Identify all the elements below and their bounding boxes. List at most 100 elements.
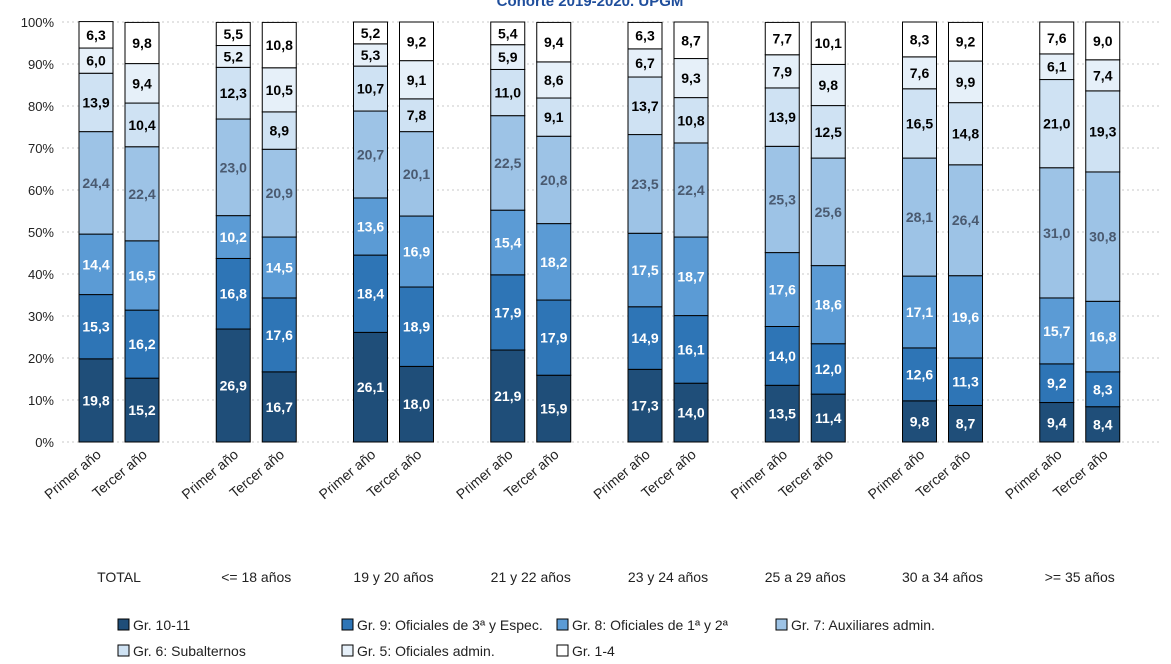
data-label: 10,5	[266, 82, 293, 98]
group-label: 25 a 29 años	[765, 569, 846, 585]
y-tick-label: 90%	[28, 57, 54, 72]
bar-segment	[399, 21, 434, 62]
bar-segment	[261, 297, 297, 373]
bar-segment	[399, 98, 434, 133]
data-label: 20,8	[540, 172, 567, 188]
data-label: 7,4	[1093, 67, 1113, 83]
y-tick-label: 10%	[28, 393, 54, 408]
bar-segment	[1085, 300, 1121, 373]
bar-segment	[1039, 363, 1075, 404]
data-label: 5,9	[498, 49, 518, 65]
data-label: 12,0	[815, 361, 842, 377]
data-label: 14,0	[677, 405, 704, 421]
bar-segment	[399, 215, 434, 288]
data-label: 25,3	[769, 191, 796, 207]
bar-segment	[1085, 90, 1121, 173]
bar-segment	[78, 47, 114, 74]
data-label: 8,3	[1093, 381, 1113, 397]
data-label: 9,8	[819, 77, 839, 93]
data-label: 16,8	[220, 286, 247, 302]
data-label: 5,2	[224, 48, 244, 64]
data-label: 8,6	[544, 72, 564, 88]
data-label: 16,1	[677, 341, 704, 357]
bar-segment	[536, 97, 572, 137]
bar-segment	[810, 157, 846, 267]
bar-segment	[673, 142, 709, 238]
group-label: >= 35 años	[1045, 569, 1115, 585]
bar-segment	[536, 135, 572, 225]
data-label: 18,4	[357, 286, 384, 302]
data-label: 8,9	[270, 123, 290, 139]
data-label: 26,4	[952, 212, 979, 228]
data-label: 26,1	[357, 379, 384, 395]
bar-segment	[1039, 21, 1075, 55]
data-label: 19,8	[82, 392, 109, 408]
data-label: 9,8	[910, 413, 930, 429]
data-label: 30,8	[1089, 229, 1116, 245]
data-label: 28,1	[906, 209, 933, 225]
bar-segment	[78, 21, 114, 49]
bar-segment	[1039, 53, 1075, 81]
bar-segment	[215, 21, 251, 47]
data-label: 6,3	[86, 27, 106, 43]
data-label: 5,2	[361, 25, 381, 41]
data-label: 16,2	[128, 336, 155, 352]
legend-swatch	[341, 618, 354, 631]
legend-label: Gr. 8: Oficiales de 1ª y 2ª	[572, 617, 729, 633]
legend-swatch	[117, 644, 130, 657]
bar-segment	[490, 115, 526, 211]
data-label: 17,6	[266, 327, 293, 343]
legend-label: Gr. 5: Oficiales admin.	[357, 643, 495, 659]
bar-segment	[353, 197, 388, 256]
bar-segment	[261, 111, 297, 150]
data-label: 20,7	[357, 147, 384, 163]
bar-segment	[399, 365, 434, 443]
bar-segment	[490, 21, 526, 46]
y-tick-label: 30%	[28, 309, 54, 324]
bar-segment	[124, 309, 160, 379]
data-label: 9,4	[132, 75, 152, 91]
data-label: 22,4	[677, 182, 704, 198]
data-label: 14,9	[631, 330, 658, 346]
data-label: 12,6	[906, 366, 933, 382]
data-label: 16,5	[906, 115, 933, 131]
bar-segment	[215, 66, 251, 120]
legend-label: Gr. 1-4	[572, 643, 615, 659]
data-label: 18,7	[677, 268, 704, 284]
bar-segment	[810, 21, 846, 65]
data-label: 19,6	[952, 309, 979, 325]
data-label: 5,3	[361, 47, 381, 63]
data-label: 9,0	[1093, 33, 1113, 49]
bar-segment	[902, 400, 937, 443]
data-label: 7,8	[407, 107, 427, 123]
data-label: 15,4	[494, 235, 521, 251]
data-label: 18,6	[815, 297, 842, 313]
bar-segment	[536, 61, 572, 99]
bar-segment	[1085, 21, 1121, 61]
data-label: 26,9	[220, 378, 247, 394]
y-tick-label: 100%	[21, 15, 55, 30]
bar-segment	[948, 102, 983, 166]
data-label: 17,9	[494, 304, 521, 320]
bar-segment	[673, 58, 709, 99]
group-label: <= 18 años	[221, 569, 291, 585]
data-label: 12,5	[815, 124, 842, 140]
bar-segment	[902, 56, 937, 90]
bar-segment	[810, 105, 846, 159]
y-tick-label: 0%	[35, 435, 54, 450]
bar-segment	[124, 63, 160, 104]
data-label: 10,1	[815, 35, 842, 51]
data-label: 10,2	[220, 229, 247, 245]
bar-segment	[490, 209, 526, 276]
data-label: 12,3	[220, 85, 247, 101]
y-tick-label: 50%	[28, 225, 54, 240]
data-label: 9,4	[544, 34, 564, 50]
data-label: 7,6	[1047, 30, 1067, 46]
bar-segment	[673, 21, 709, 60]
bar-segment	[124, 102, 160, 148]
legend-label: Gr. 6: Subalternos	[133, 643, 246, 659]
legend-swatch	[775, 618, 788, 631]
data-label: 14,0	[769, 348, 796, 364]
bar-segment	[810, 393, 846, 443]
bar-segment	[261, 21, 297, 69]
